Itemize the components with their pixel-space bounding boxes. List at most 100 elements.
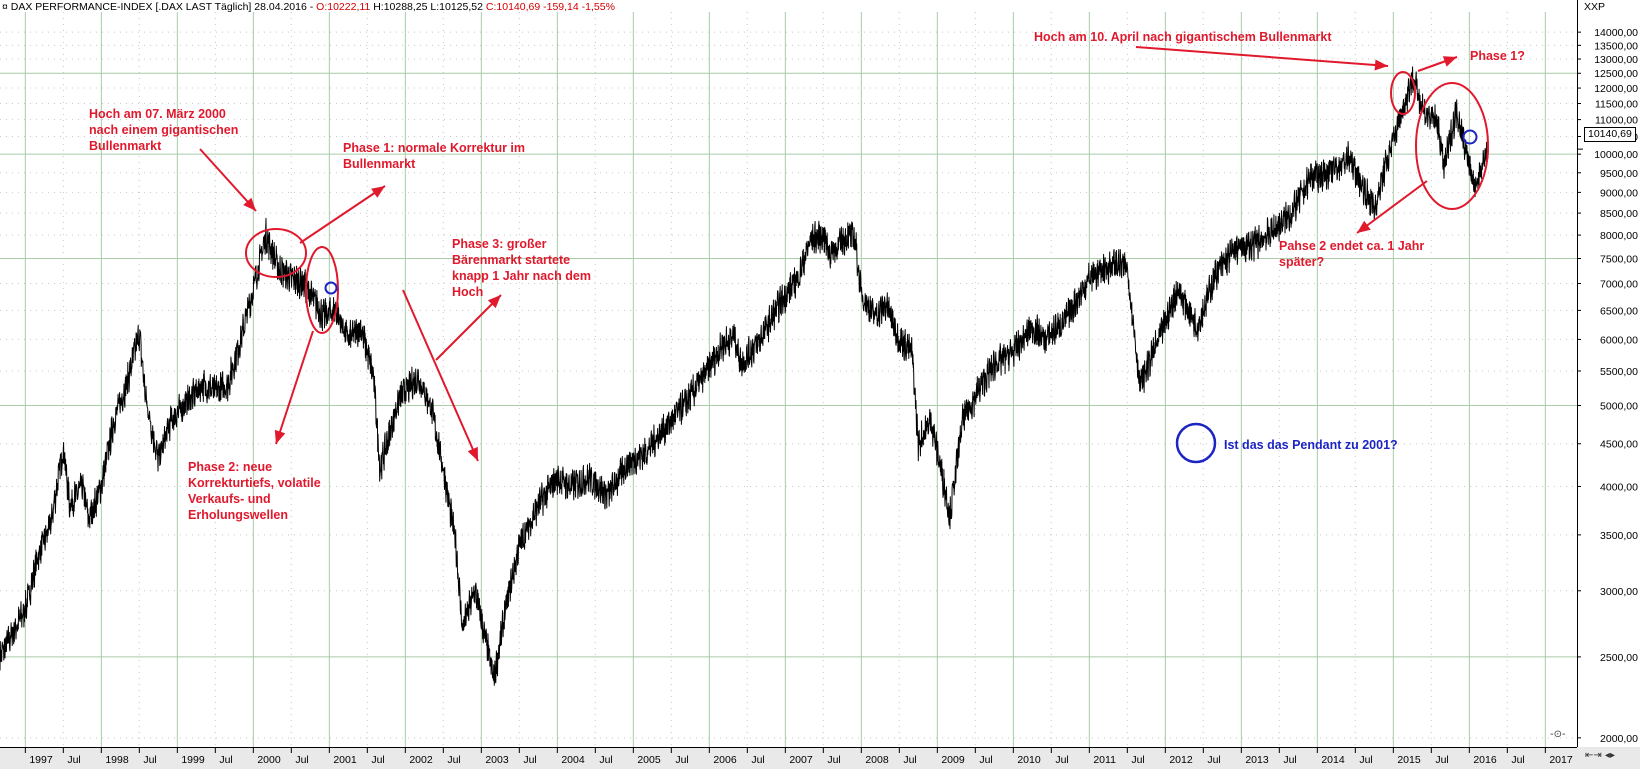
x-tick-label: 1998 <box>105 754 129 766</box>
x-tick-label: Jul <box>979 754 992 766</box>
x-tick-label: 2006 <box>713 754 737 766</box>
y-tick-label: 13000,00 <box>1594 54 1638 66</box>
chart-header: ¤ DAX PERFORMANCE-INDEX [.DAX LAST Tägli… <box>2 1 615 13</box>
blue-legend-circle <box>1175 422 1217 464</box>
circle-phase1-2015 <box>1390 71 1416 115</box>
x-tick-label: Jul <box>523 754 536 766</box>
x-tick-label: 2014 <box>1321 754 1345 766</box>
x-tick-label: 2000 <box>257 754 281 766</box>
y-tick-label: 5000,00 <box>1600 401 1638 413</box>
x-tick-label: 2012 <box>1169 754 1193 766</box>
y-tick-label: 4500,00 <box>1600 439 1638 451</box>
blue-marker-2016 <box>1462 129 1478 145</box>
arrow-peak-2000 <box>199 148 257 212</box>
x-tick-label: Jul <box>1435 754 1448 766</box>
x-tick-label: Jul <box>599 754 612 766</box>
circle-phase1-2000 <box>245 228 307 278</box>
circle-phase2-2015 <box>1415 82 1489 210</box>
symbol-code: XXP <box>1584 1 1606 13</box>
annotation-phase1-2000: Phase 1: normale Korrektur im Bullenmark… <box>343 140 525 172</box>
annotation-line: Bärenmarkt startete <box>452 253 571 267</box>
arrow-peak-2015-head <box>1374 59 1388 71</box>
y-tick-label: 7000,00 <box>1600 279 1638 291</box>
y-tick-label: 2000,00 <box>1600 733 1638 745</box>
price-line <box>0 66 1489 686</box>
x-tick-label: 2009 <box>941 754 965 766</box>
circle-phase2-2000 <box>305 246 339 334</box>
annotation-phase2-2000: Phase 2: neue Korrekturtiefs, volatile V… <box>188 459 321 523</box>
x-tick-label: Jul <box>1055 754 1068 766</box>
y-tick-label: 4000,00 <box>1600 481 1638 493</box>
x-tick-label: 2017 <box>1549 754 1573 766</box>
annotation-line: knapp 1 Jahr nach dem <box>452 269 591 283</box>
x-tick-label: 2003 <box>485 754 509 766</box>
x-tick-label: 2011 <box>1093 754 1116 766</box>
x-tick-label: 2015 <box>1397 754 1421 766</box>
annotation-phase3-2000: Phase 3: großer Bärenmarkt startete knap… <box>452 236 591 300</box>
header-open: O:10222,11 <box>316 1 371 13</box>
header-close: C:10140,69 -159,14 -1,55% <box>485 1 615 13</box>
annotation-line: Phase 3: großer <box>452 237 547 251</box>
arrow-phase2-2000-head <box>274 429 286 444</box>
x-tick-label: Jul <box>1359 754 1372 766</box>
header-icon[interactable]: ¤ <box>2 1 11 13</box>
arrow-phase3-up <box>435 294 502 361</box>
header-low: L:10125,52 <box>430 1 483 13</box>
y-tick-label: 11000,00 <box>1595 115 1638 127</box>
x-tick-label: Jul <box>295 754 308 766</box>
annotation-line: später? <box>1279 255 1325 269</box>
scroll-buttons[interactable]: ⇤⇥ ◂▸ <box>1585 750 1615 761</box>
arrow-phase3-down <box>402 289 479 462</box>
x-tick-label: 1999 <box>181 754 205 766</box>
x-tick-label: Jul <box>447 754 460 766</box>
x-axis-panel <box>0 747 1640 769</box>
last-value-label: 10140,69 <box>1584 127 1636 142</box>
annotation-line: Hoch <box>452 285 484 299</box>
annotation-line: Verkaufs- und <box>188 492 271 506</box>
y-tick-label: 10000,00 <box>1594 149 1638 161</box>
x-tick-label: Jul <box>827 754 840 766</box>
arrow-phase2-2015-head <box>1357 220 1371 233</box>
x-tick-label: 2013 <box>1245 754 1269 766</box>
annotation-line: Bullenmarkt <box>89 139 162 153</box>
annotation-line: Phase 1: normale Korrektur im <box>343 141 526 155</box>
arrow-phase2-2015 <box>1356 180 1428 234</box>
arrow-peak-2015 <box>1135 46 1389 67</box>
y-tick-label: 9500,00 <box>1600 168 1638 180</box>
header-title: DAX PERFORMANCE-INDEX [.DAX LAST Täglich… <box>10 1 317 13</box>
annotation-line: Erholungswellen <box>188 508 289 522</box>
x-tick-label: Jul <box>371 754 384 766</box>
y-tick-label: 13500,00 <box>1594 40 1638 52</box>
annotation-line: Phase 1? <box>1470 49 1525 63</box>
annotation-line: Hoch am 10. April nach gigantischem Bull… <box>1034 30 1332 44</box>
x-tick-label: 2002 <box>409 754 433 766</box>
x-tick-label: 2016 <box>1473 754 1497 766</box>
x-tick-label: Jul <box>675 754 688 766</box>
x-tick-label: Jul <box>751 754 764 766</box>
arrow-phase3-down-head <box>467 446 478 461</box>
blue-marker-2001 <box>324 281 338 295</box>
arrow-phase1-2000-head <box>371 186 385 198</box>
annotation-phase1-2015: Phase 1? <box>1470 48 1525 64</box>
y-tick-label: 3500,00 <box>1600 530 1638 542</box>
x-tick-label: Jul <box>1283 754 1296 766</box>
crosshair-control[interactable]: -⊙- <box>1550 729 1566 740</box>
annotation-line: Hoch am 07. März 2000 <box>89 107 226 121</box>
y-tick-label: 8000,00 <box>1600 230 1638 242</box>
y-tick-label: 8500,00 <box>1600 208 1638 220</box>
x-tick-label: Jul <box>903 754 916 766</box>
x-tick-label: 2001 <box>333 754 357 766</box>
x-tick-label: Jul <box>1131 754 1144 766</box>
annotation-line: Pahse 2 endet ca. 1 Jahr <box>1279 239 1425 253</box>
annotation-peak-2000: Hoch am 07. März 2000 nach einem giganti… <box>89 106 238 154</box>
y-tick-label: 5500,00 <box>1600 366 1638 378</box>
annotation-line: Korrekturtiefs, volatile <box>188 476 321 490</box>
x-tick-label: 2008 <box>865 754 889 766</box>
y-tick-label: 12500,00 <box>1594 68 1638 80</box>
y-tick-label: 9000,00 <box>1600 187 1638 199</box>
x-tick-label: Jul <box>67 754 80 766</box>
x-tick-label: 2007 <box>789 754 813 766</box>
annotation-question: Ist das das Pendant zu 2001? <box>1224 437 1398 453</box>
